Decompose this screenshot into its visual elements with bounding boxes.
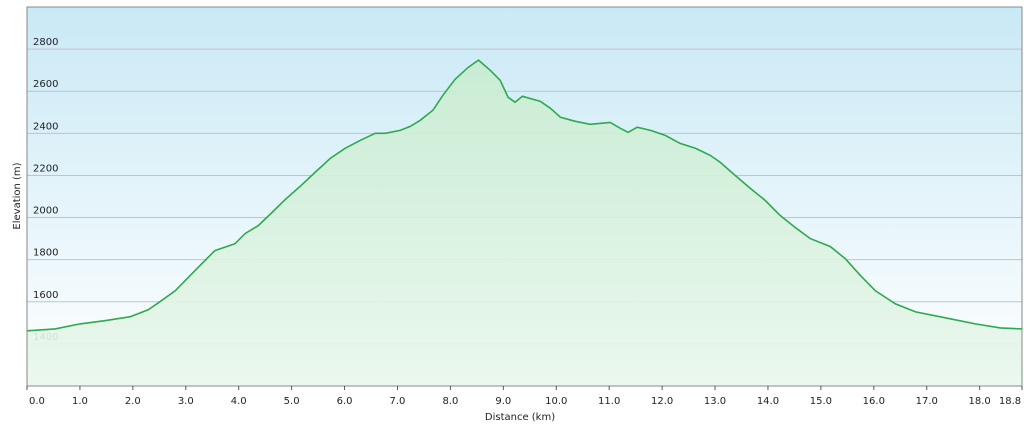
x-tick-label: 17.0 — [916, 396, 938, 407]
x-tick-label: 16.0 — [863, 396, 885, 407]
y-tick-label: 2000 — [33, 206, 58, 217]
x-tick-label: 7.0 — [390, 396, 406, 407]
plot-border — [26, 6, 1023, 387]
x-tick-label: 0.0 — [29, 396, 45, 407]
y-tick-label: 2400 — [33, 121, 58, 132]
elevation-area — [27, 60, 1022, 386]
x-tick-label: 5.0 — [284, 396, 300, 407]
x-tick-label: 14.0 — [757, 396, 779, 407]
x-tick-label: 1.0 — [72, 396, 88, 407]
y-tick-label: 1600 — [33, 290, 58, 301]
x-tick-label: 11.0 — [598, 396, 620, 407]
x-tick-label: 10.0 — [545, 396, 567, 407]
y-axis-title: Elevation (m) — [12, 162, 23, 229]
x-tick-label: 8.0 — [442, 396, 458, 407]
x-tick-label: 15.0 — [810, 396, 832, 407]
y-tick-label: 2600 — [33, 79, 58, 90]
x-tick-label: 6.0 — [337, 396, 353, 407]
x-tick-label: 2.0 — [125, 396, 141, 407]
elevation-line — [26, 59, 1023, 332]
x-tick-label: 9.0 — [495, 396, 511, 407]
y-tick-label: 1800 — [33, 248, 58, 259]
y-tick-label: 2200 — [33, 163, 58, 174]
y-tick-label: 2800 — [33, 37, 58, 48]
x-tick-label: 4.0 — [231, 396, 247, 407]
x-tick-label: 18.0 — [969, 396, 991, 407]
x-tick-label: 12.0 — [651, 396, 673, 407]
x-axis-title: Distance (km) — [485, 412, 555, 423]
x-tick-label: 3.0 — [178, 396, 194, 407]
x-tick-label: 18.8 — [999, 396, 1021, 407]
x-tick-label: 13.0 — [704, 396, 726, 407]
